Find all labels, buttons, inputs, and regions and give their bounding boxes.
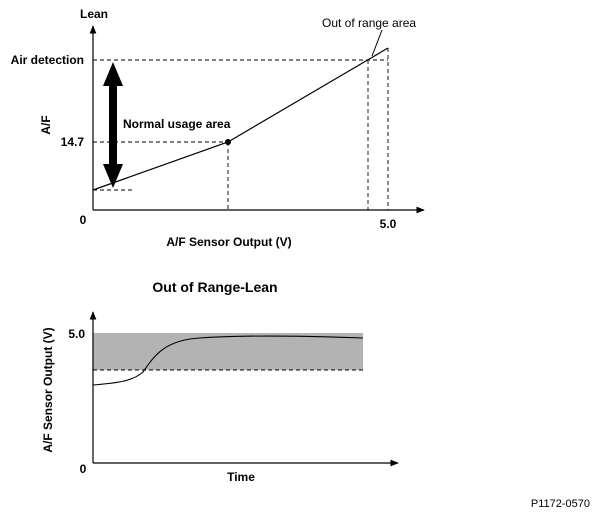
bottom-y-axis-title: A/F Sensor Output (V) (41, 327, 55, 452)
top-y-axis-lean-label: Lean (80, 7, 108, 21)
top-origin-label: 0 (80, 213, 87, 227)
figure-code: P1172-0570 (531, 498, 590, 510)
air-detection-label: Air detection (11, 53, 84, 67)
normal-usage-area-label: Normal usage area (123, 117, 231, 131)
out-of-range-band (93, 333, 363, 370)
bottom-chart: Out of Range-Lean 5.0 A/F Sensor Output … (41, 279, 399, 484)
normal-usage-range-arrow (103, 62, 123, 188)
top-x-axis-title: A/F Sensor Output (V) (166, 235, 291, 249)
af-14-7-label: 14.7 (61, 135, 85, 149)
top-chart: Lean A/F Air detection 14.7 0 5.0 A/F Se… (11, 7, 425, 249)
bottom-x-axis-title: Time (227, 470, 255, 484)
out-of-range-area-label: Out of range area (322, 16, 416, 30)
top-y-axis-title: A/F (39, 115, 53, 134)
stoichiometric-point (225, 139, 231, 145)
out-of-range-pointer (371, 29, 383, 57)
bottom-chart-title: Out of Range-Lean (152, 279, 277, 295)
bottom-y-tick-5-label: 5.0 (68, 327, 85, 341)
sensor-output-curve (92, 335, 364, 386)
bottom-origin-label: 0 (80, 462, 87, 476)
top-x-tick-5-label: 5.0 (380, 217, 397, 231)
